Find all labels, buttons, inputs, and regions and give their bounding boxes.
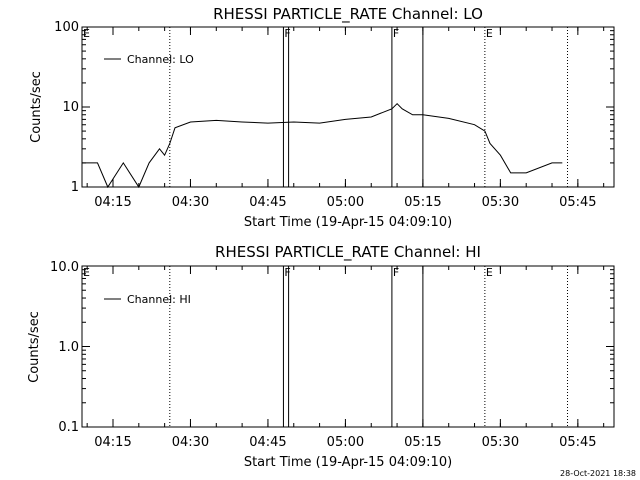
xtick-label: 05:15 bbox=[404, 195, 441, 210]
xtick-label: 05:30 bbox=[482, 435, 519, 450]
xtick-label: 04:45 bbox=[249, 195, 286, 210]
xtick-label: 05:00 bbox=[327, 195, 364, 210]
event-label: F bbox=[393, 27, 399, 40]
panel-hi-frame bbox=[81, 265, 615, 428]
event-label: E bbox=[486, 27, 493, 40]
panel-lo-ylabel: Counts/sec bbox=[29, 71, 44, 143]
panel-lo-ytick-top: 100 bbox=[54, 20, 79, 35]
xtick-label: 04:30 bbox=[172, 195, 209, 210]
panel-hi-legend-label: Channel: HI bbox=[127, 293, 191, 306]
panel-lo-ytick-bottom: 1 bbox=[71, 180, 79, 195]
footer-timestamp: 28-Oct-2021 18:38 bbox=[560, 469, 636, 478]
xtick-label: 04:45 bbox=[249, 435, 286, 450]
event-label: F bbox=[284, 27, 290, 40]
event-label: E bbox=[486, 266, 493, 279]
xtick-label: 05:30 bbox=[482, 195, 519, 210]
panel-lo-frame bbox=[81, 26, 615, 188]
xtick-label: 05:45 bbox=[559, 435, 596, 450]
panel-hi-title: RHESSI PARTICLE_RATE Channel: HI bbox=[215, 243, 481, 262]
xtick-label: 05:45 bbox=[559, 195, 596, 210]
panel-hi-ylabel: Counts/sec bbox=[27, 311, 42, 383]
event-label: F bbox=[284, 266, 290, 279]
event-label: E bbox=[83, 27, 90, 40]
xtick-label: 05:00 bbox=[327, 435, 364, 450]
panel-hi-ytick-mid: 1.0 bbox=[58, 340, 79, 355]
panel-hi-xlabel: Start Time (19-Apr-15 04:09:10) bbox=[244, 455, 452, 470]
panel-hi-ytick-top: 10.0 bbox=[50, 260, 79, 275]
panel-lo-xlabel: Start Time (19-Apr-15 04:09:10) bbox=[244, 215, 452, 230]
panel-lo-legend-label: Channel: LO bbox=[127, 53, 194, 66]
panel-hi-ytick-bottom: 0.1 bbox=[58, 420, 79, 435]
xtick-label: 04:30 bbox=[172, 435, 209, 450]
panel-lo-title: RHESSI PARTICLE_RATE Channel: LO bbox=[213, 5, 483, 24]
xtick-label: 04:15 bbox=[94, 435, 131, 450]
xtick-label: 05:15 bbox=[404, 435, 441, 450]
xtick-label: 04:15 bbox=[94, 195, 131, 210]
event-label: F bbox=[393, 266, 399, 279]
panel-lo-series-line bbox=[82, 102, 563, 189]
panel-lo-ytick-mid: 10 bbox=[62, 100, 79, 115]
event-label: E bbox=[83, 266, 90, 279]
panel-hi: RHESSI PARTICLE_RATE Channel: HI E F F E 10… bbox=[27, 243, 615, 470]
